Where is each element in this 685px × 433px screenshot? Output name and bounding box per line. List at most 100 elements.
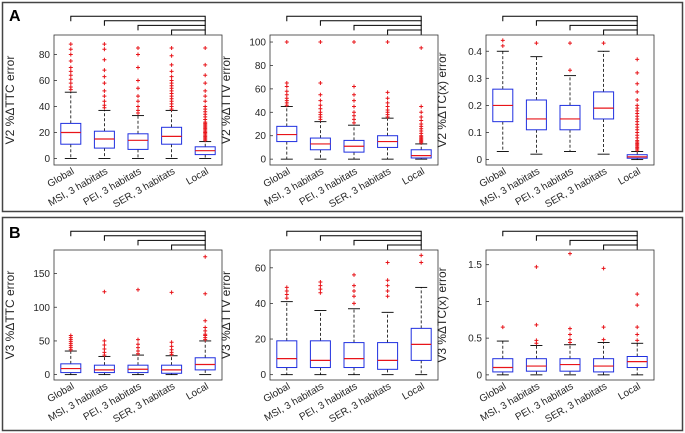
outlier-marker xyxy=(385,288,390,293)
outlier-marker xyxy=(385,96,390,101)
panel-b-border xyxy=(1,216,684,432)
outlier-marker xyxy=(203,99,208,104)
outlier-marker xyxy=(601,325,606,330)
significance-bracket xyxy=(387,29,422,35)
box-5 xyxy=(410,45,432,160)
y-tick-label: 40 xyxy=(39,102,51,113)
iqr-box xyxy=(343,342,365,369)
outlier-marker xyxy=(284,92,289,97)
outlier-marker xyxy=(385,100,390,105)
iqr-box xyxy=(525,358,547,372)
significance-bracket xyxy=(286,15,422,22)
significance-bracket xyxy=(603,244,638,250)
box-5 xyxy=(626,57,648,161)
box-4 xyxy=(593,41,615,155)
outlier-marker xyxy=(534,322,539,327)
box-5 xyxy=(194,254,216,376)
outlier-marker xyxy=(352,40,356,45)
box-4 xyxy=(593,266,615,376)
significance-bracket xyxy=(502,15,638,22)
iqr-box xyxy=(93,364,115,374)
box-3 xyxy=(127,287,149,376)
outlier-marker xyxy=(68,81,73,86)
y-tick-label: 0 xyxy=(476,370,482,381)
outlier-marker xyxy=(318,81,323,86)
y-tick-label: 100 xyxy=(249,38,266,49)
y-tick-label: 1.5 xyxy=(468,260,482,271)
outlier-marker xyxy=(203,254,208,259)
y-tick-label: 20 xyxy=(255,335,267,346)
outlier-marker xyxy=(635,292,640,297)
significance-bracket xyxy=(137,239,206,246)
box-5 xyxy=(410,253,432,376)
outlier-marker xyxy=(635,70,640,75)
outlier-marker xyxy=(568,332,572,337)
y-tick-label: 80 xyxy=(255,61,267,72)
outlier-marker xyxy=(136,94,140,99)
box-3 xyxy=(343,272,365,376)
outlier-marker xyxy=(385,107,390,112)
significance-bracket xyxy=(535,20,638,26)
outlier-marker xyxy=(568,326,572,331)
plot-frame xyxy=(485,249,655,381)
iqr-box xyxy=(593,91,615,120)
y-tick-label: 40 xyxy=(255,299,267,310)
outlier-marker xyxy=(352,98,356,103)
outlier-marker xyxy=(102,103,107,108)
significance-bracket xyxy=(569,239,638,246)
y-tick-label: 100 xyxy=(33,303,50,314)
box-2 xyxy=(309,40,331,160)
outlier-marker xyxy=(568,41,572,46)
plot-frame xyxy=(53,249,223,381)
outlier-marker xyxy=(601,337,606,342)
outlier-marker xyxy=(284,285,289,290)
outlier-marker xyxy=(635,303,640,308)
outlier-marker xyxy=(318,290,323,295)
box-2 xyxy=(525,41,547,155)
significance-bracket xyxy=(319,20,422,26)
x-tick-label: Local xyxy=(400,166,426,187)
outlier-marker xyxy=(169,78,174,83)
outlier-marker xyxy=(352,113,356,118)
box-4 xyxy=(377,40,399,160)
significance-bracket xyxy=(387,244,422,250)
outlier-marker xyxy=(169,340,174,345)
outlier-marker xyxy=(136,287,140,292)
y-tick-label: 1 xyxy=(476,297,482,308)
y-tick-label: 20 xyxy=(39,128,51,139)
box-2 xyxy=(309,280,331,376)
outlier-marker xyxy=(169,74,174,79)
x-tick-label: Local xyxy=(616,381,642,402)
box-1 xyxy=(60,42,82,159)
outlier-marker xyxy=(102,94,107,99)
outlier-marker xyxy=(352,117,356,122)
outlier-marker xyxy=(419,104,424,109)
outlier-marker xyxy=(352,84,356,89)
outlier-marker xyxy=(635,325,640,330)
chart-3: 00.10.20.30.4V2 %ΔTC(x) errorGlobalMSI, … xyxy=(435,15,655,210)
outlier-marker xyxy=(284,288,289,293)
outlier-marker xyxy=(500,43,505,48)
significance-bracket xyxy=(137,24,206,31)
box-5 xyxy=(626,292,648,376)
outlier-marker xyxy=(419,118,424,123)
outlier-marker xyxy=(419,114,424,119)
outlier-marker xyxy=(385,283,390,288)
x-tick-label: Local xyxy=(184,381,210,402)
outlier-marker xyxy=(318,287,323,292)
plot-frame xyxy=(485,34,655,166)
outlier-marker xyxy=(419,45,424,50)
y-tick-label: 0.2 xyxy=(468,101,482,112)
outlier-marker xyxy=(568,251,572,256)
box-1 xyxy=(276,285,298,376)
iqr-box xyxy=(276,340,298,369)
y-axis-label: V2 %ΔTTV error xyxy=(219,56,233,144)
outlier-marker xyxy=(635,81,640,86)
box-1 xyxy=(276,40,298,160)
outlier-marker xyxy=(68,77,73,82)
outlier-marker xyxy=(419,110,424,115)
outlier-marker xyxy=(352,92,356,97)
